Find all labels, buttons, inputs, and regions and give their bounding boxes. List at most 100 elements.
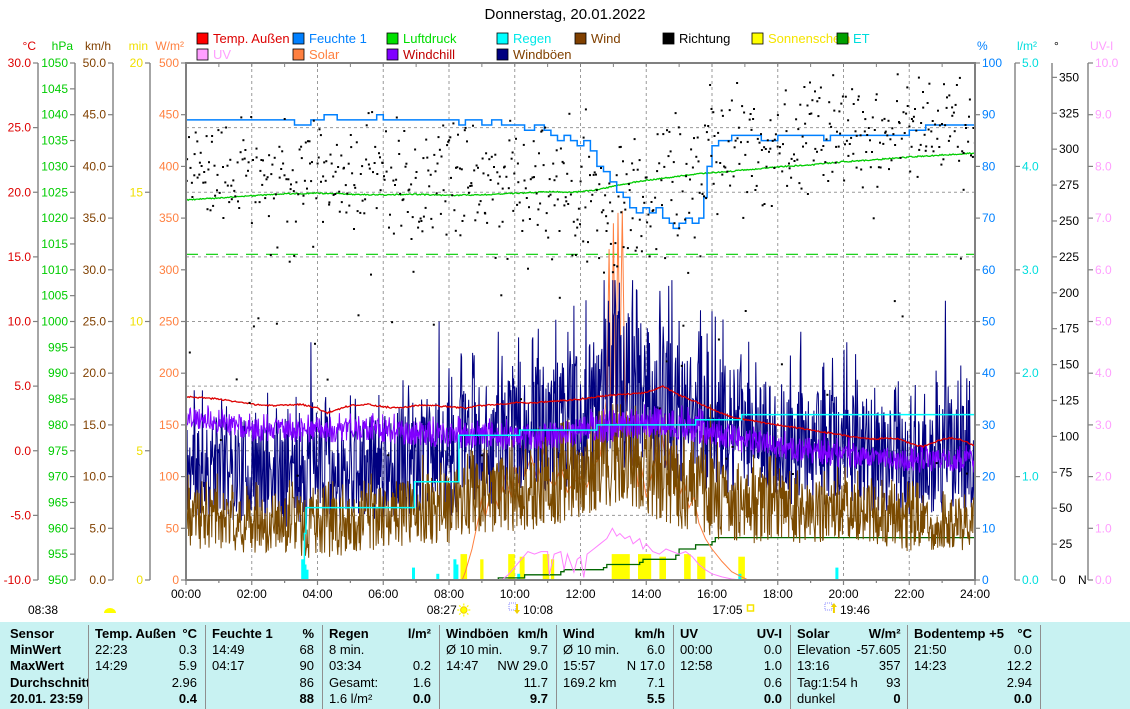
series-et — [186, 536, 975, 580]
cell-time: 14:23 — [914, 658, 947, 674]
axis-tick-label: 985 — [48, 392, 68, 406]
axis-title: hPa — [52, 39, 74, 53]
axis-tick-label: 350 — [1059, 70, 1079, 84]
axis-tick-label: 30 — [982, 418, 996, 432]
axis-tick-label: 175 — [1059, 322, 1079, 336]
cell-time: dunkel — [797, 691, 836, 707]
cell-value: 2.96 — [171, 674, 197, 690]
axis-tick-label: 7.0 — [1095, 211, 1112, 225]
axis-tick-label: 400 — [159, 159, 179, 173]
axis-tick-label: 1030 — [41, 159, 68, 173]
sensor-name: Wind — [563, 625, 595, 641]
cell-value: 6.0 — [646, 642, 665, 658]
axis-tick-label: 1000 — [41, 315, 68, 329]
legend-swatch — [574, 32, 587, 45]
series-direction-dots — [186, 73, 975, 477]
axis-tick-label: 0 — [136, 573, 143, 587]
axis-tick-label: 5.0 — [14, 379, 31, 393]
cell-time: 169.2 km — [563, 674, 617, 690]
axis-tick-label: 0 — [172, 573, 179, 587]
cell-time: 04:17 — [212, 658, 245, 674]
table-data-row: 15:57 N 17.0 — [563, 658, 665, 674]
cell-value: N 17.0 — [626, 658, 665, 674]
legend-label: Temp. Außen — [213, 31, 290, 46]
axis-tick-label: 10.0 — [83, 470, 107, 484]
sensor-name: Bodentemp +5 — [914, 625, 1004, 641]
table-data-row: 8 min. — [329, 641, 431, 657]
sensor-name: Windböen — [446, 625, 509, 641]
sensor-name: Feuchte 1 — [212, 625, 273, 641]
axis-tick-label: 100 — [159, 470, 179, 484]
legend-swatch — [386, 48, 399, 61]
legend-swatch — [751, 32, 764, 45]
legend-swatch — [496, 48, 509, 61]
axis-tick-label: 70 — [982, 211, 996, 225]
moonset-time: 10:08 — [523, 603, 553, 617]
cell-value: 9.7 — [529, 691, 548, 707]
sensor-unit: °C — [182, 625, 197, 641]
axis-tick-label: 60 — [982, 263, 996, 277]
legend-swatch — [836, 32, 849, 45]
axis-tick-label: 1005 — [41, 289, 68, 303]
cell-time: Ø 10 min. — [563, 642, 620, 658]
axis-tick-label: 15.0 — [83, 418, 107, 432]
table-header-row: Feuchte 1% — [212, 625, 314, 641]
axis-tick-label: 20 — [130, 56, 144, 70]
axis-title: ° — [1054, 39, 1059, 53]
table-data-row: 1.6 l/m² 0.0 — [329, 691, 431, 707]
axis-tick-label: 50 — [166, 521, 180, 535]
axis-tick-label: 950 — [48, 573, 68, 587]
series-humidity — [186, 113, 975, 230]
legend-label: Solar — [309, 47, 340, 62]
cell-value: NW 29.0 — [497, 658, 548, 674]
table-data-row: dunkel 0 — [797, 691, 901, 707]
axis-tick-label: 10.0 — [8, 315, 32, 329]
axis-tick-label: 20.0 — [8, 185, 32, 199]
axis-extra-label: N — [1078, 573, 1087, 587]
table-data-row: 0.0 — [680, 691, 782, 707]
table-row-labels-column: Sensor MinWert MaxWert Durchschnitt 20.01. 2… — [0, 625, 88, 709]
table-data-row: 88 — [212, 691, 314, 707]
axis-tick-label: 30.0 — [83, 263, 107, 277]
axis-tick-label: 5 — [136, 444, 143, 458]
axis-tick-label: 4.0 — [1095, 366, 1112, 380]
cell-time: 03:34 — [329, 658, 362, 674]
axis-tick-label: 2.0 — [1095, 470, 1112, 484]
x-axis-label: 24:00 — [960, 587, 990, 601]
cell-value: 1.0 — [763, 658, 782, 674]
axis-tick-label: 5.0 — [89, 521, 106, 535]
axis-tick-label: 80 — [982, 159, 996, 173]
cell-value: 0.3 — [178, 642, 197, 658]
axis-tick-label: 200 — [1059, 286, 1079, 300]
axis-tick-label: 1.0 — [1095, 521, 1112, 535]
axis-tick-label: 990 — [48, 366, 68, 380]
cell-time: 00:00 — [680, 642, 713, 658]
legend-swatch — [292, 48, 305, 61]
legend-swatch — [196, 48, 209, 61]
axis-tick-label: 325 — [1059, 106, 1079, 120]
moonrise-time: 19:46 — [840, 603, 870, 617]
x-axis-label: 18:00 — [763, 587, 793, 601]
table-data-row: Gesamt: 1.6 — [329, 674, 431, 690]
table-data-row: 169.2 km 7.1 — [563, 674, 665, 690]
cell-value: 0.0 — [763, 691, 782, 707]
series-rain_total — [186, 413, 975, 580]
series-wind — [186, 404, 975, 558]
table-sensor-column: Solar W/m² Elevation -57.605 13:16 357 Tag:1:5… — [790, 625, 907, 709]
table-data-row: 13:16 357 — [797, 658, 901, 674]
axis-tick-label: 25.0 — [83, 315, 107, 329]
table-data-row: 22:23 0.3 — [95, 641, 197, 657]
x-axis-label: 00:00 — [171, 587, 201, 601]
table-row-label: MaxWert — [10, 658, 88, 674]
table-data-row: Elevation -57.605 — [797, 641, 901, 657]
table-sensor-column: Regen l/m² 8 min. 03:34 0.2 Gesamt: 1.6 1.6 l/m… — [322, 625, 439, 709]
table-row-label: Sensor — [10, 625, 88, 641]
row-label: MinWert — [10, 642, 62, 658]
axis-tick-label: 0 — [982, 573, 989, 587]
axis-tick-label: 4.0 — [1022, 159, 1039, 173]
plot-area — [186, 73, 975, 580]
cell-value: 0.0 — [1013, 642, 1032, 658]
x-axis-label: 08:00 — [434, 587, 464, 601]
axis-tick-label: 0.0 — [89, 573, 106, 587]
